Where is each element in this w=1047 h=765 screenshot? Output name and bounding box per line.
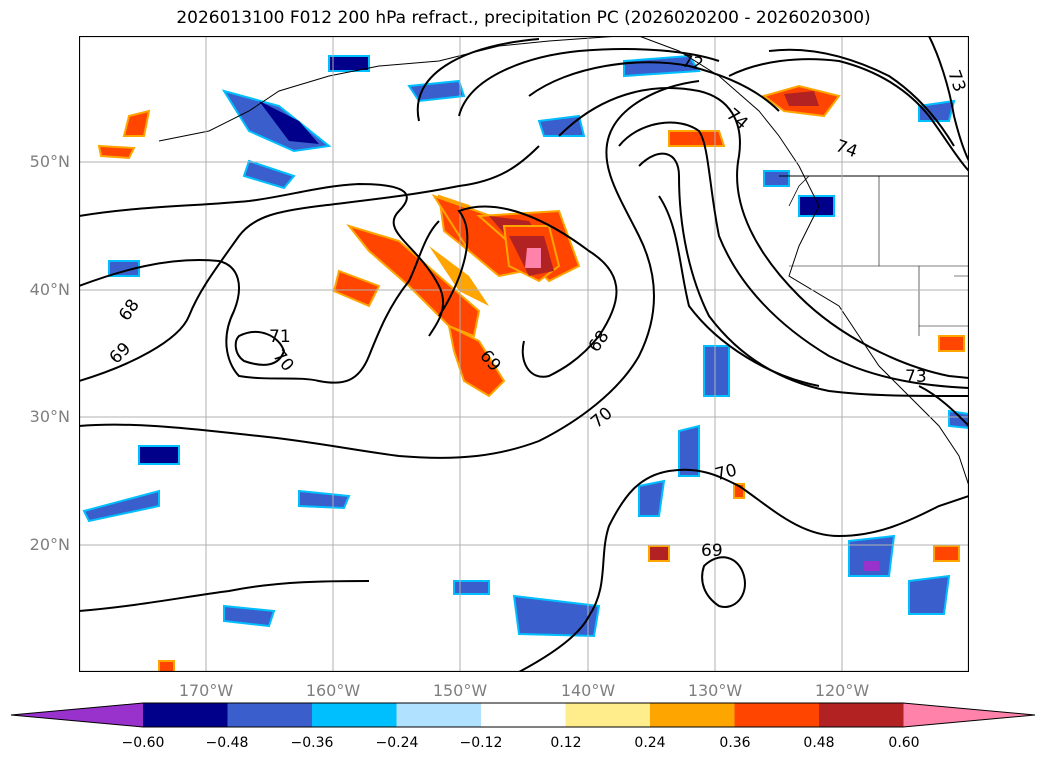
colorbar-tick-label: 0.48 <box>803 735 835 751</box>
coastlines <box>158 36 969 487</box>
lon-label-140w: 140°W <box>560 681 616 700</box>
colorbar-segment <box>396 703 482 727</box>
colorbar-segment <box>227 703 313 727</box>
contour-label: 71 <box>269 327 291 347</box>
refractivity-contours <box>79 36 969 672</box>
colorbar-segment <box>903 703 1035 727</box>
map-title: 2026013100 F012 200 hPa refract., precip… <box>176 8 871 28</box>
colorbar-tick-label: 0.24 <box>634 735 666 751</box>
lat-label-50n: 50°N <box>29 152 70 171</box>
colorbar <box>10 702 1036 728</box>
colorbar-tick-label: 0.36 <box>719 735 751 751</box>
map-panel: 68 69 71 70 69 68 70 70 69 72 74 73 73 7… <box>79 36 969 672</box>
colorbar-segment <box>312 703 397 727</box>
colorbar-tick-label: −0.48 <box>205 735 249 751</box>
colorbar-tick-label: −0.24 <box>375 735 419 751</box>
lon-label-130w: 130°W <box>687 681 743 700</box>
colorbar-tick-label: −0.12 <box>459 735 503 751</box>
lat-label-40n: 40°N <box>29 280 70 299</box>
contour-label: 73 <box>905 367 927 387</box>
graticule <box>79 36 969 672</box>
lon-label-120w: 120°W <box>814 681 870 700</box>
lon-label-150w: 150°W <box>432 681 488 700</box>
colorbar-segment <box>11 703 143 727</box>
precip-negative-areas <box>82 54 969 638</box>
colorbar-tick-label: 0.12 <box>550 735 582 751</box>
contour-label: 69 <box>701 541 723 561</box>
colorbar-segment <box>734 703 820 727</box>
colorbar-segment <box>819 703 904 727</box>
colorbar-segment <box>481 703 566 727</box>
lat-label-20n: 20°N <box>29 535 70 554</box>
colorbar-segment <box>650 703 735 727</box>
colorbar-segment <box>565 703 651 727</box>
colorbar-tick-label: 0.60 <box>888 735 920 751</box>
colorbar-tick-label: −0.36 <box>290 735 334 751</box>
lat-label-30n: 30°N <box>29 407 70 426</box>
contour-label: 72 <box>680 51 705 74</box>
colorbar-tick-label: −0.60 <box>121 735 165 751</box>
lon-label-160w: 160°W <box>305 681 361 700</box>
colorbar-segment <box>143 703 228 727</box>
lon-label-170w: 170°W <box>178 681 234 700</box>
